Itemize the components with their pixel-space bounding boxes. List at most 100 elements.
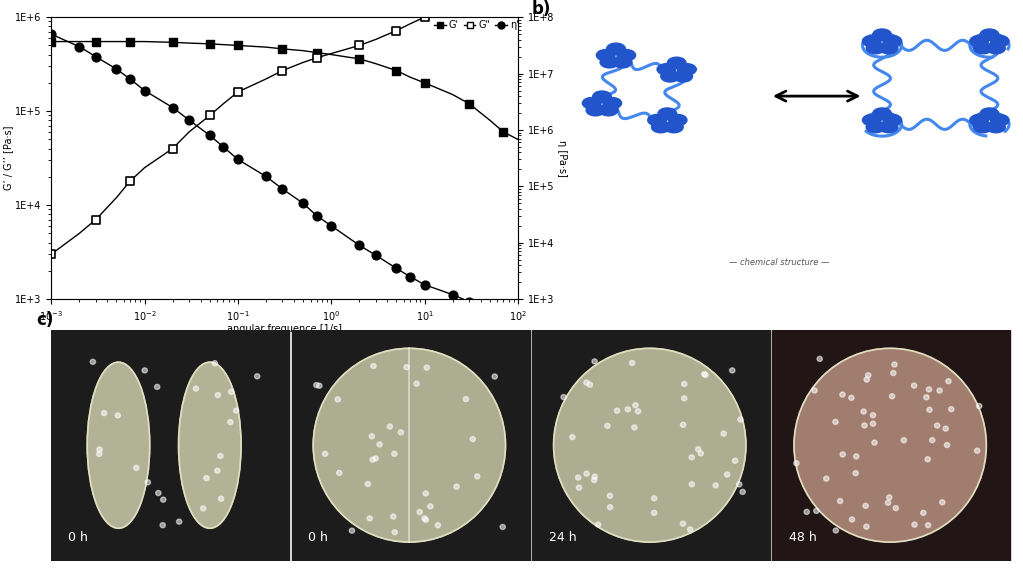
Circle shape: [974, 121, 992, 133]
Point: [88, 215, 104, 224]
Circle shape: [674, 71, 693, 82]
Point: [136, 86, 152, 95]
Circle shape: [724, 472, 729, 477]
Point: [351, 54, 367, 63]
Circle shape: [608, 505, 613, 510]
Circle shape: [892, 362, 897, 367]
Circle shape: [980, 29, 998, 40]
Circle shape: [901, 438, 906, 443]
Circle shape: [794, 460, 799, 466]
Circle shape: [667, 57, 686, 69]
Point: [309, 48, 325, 57]
Circle shape: [228, 389, 234, 394]
Point: [416, 13, 433, 22]
Circle shape: [930, 438, 935, 443]
Point: [88, 52, 104, 61]
Circle shape: [927, 387, 932, 392]
Point: [461, 99, 478, 108]
Circle shape: [177, 519, 182, 524]
Circle shape: [812, 388, 817, 393]
Y-axis label: G’ / G’’ [Pa·s]: G’ / G’’ [Pa·s]: [3, 126, 13, 190]
Circle shape: [925, 456, 930, 462]
Circle shape: [570, 435, 575, 440]
Circle shape: [980, 108, 998, 119]
Circle shape: [668, 114, 686, 126]
Circle shape: [681, 382, 686, 387]
Circle shape: [398, 430, 404, 435]
Circle shape: [391, 514, 396, 519]
Bar: [532, 330, 770, 561]
Circle shape: [215, 468, 220, 473]
Circle shape: [613, 57, 632, 68]
Text: 0 h: 0 h: [308, 531, 328, 545]
Circle shape: [891, 371, 896, 376]
Circle shape: [665, 121, 683, 133]
Circle shape: [615, 408, 620, 413]
Circle shape: [865, 373, 871, 378]
Circle shape: [367, 516, 372, 521]
Text: 0 h: 0 h: [68, 531, 88, 545]
Circle shape: [90, 359, 95, 364]
Circle shape: [703, 372, 708, 378]
Point: [351, 41, 367, 50]
Circle shape: [145, 480, 150, 485]
Circle shape: [635, 409, 640, 414]
Circle shape: [840, 392, 845, 397]
Circle shape: [219, 496, 224, 501]
Point: [165, 38, 181, 47]
Point: [274, 66, 291, 75]
Point: [165, 103, 181, 112]
Point: [509, 317, 526, 326]
Circle shape: [428, 504, 433, 509]
Circle shape: [101, 411, 106, 416]
Circle shape: [732, 458, 738, 463]
Circle shape: [599, 105, 618, 116]
Y-axis label: η [Pa·s]: η [Pa·s]: [557, 140, 567, 177]
Circle shape: [435, 523, 441, 528]
Circle shape: [696, 447, 701, 452]
Circle shape: [970, 35, 988, 47]
Circle shape: [97, 447, 102, 452]
Circle shape: [924, 395, 929, 400]
Ellipse shape: [179, 362, 241, 529]
Circle shape: [370, 457, 375, 462]
Circle shape: [218, 454, 223, 459]
Circle shape: [911, 522, 918, 527]
Circle shape: [629, 360, 634, 366]
Circle shape: [492, 374, 497, 379]
Point: [389, 264, 405, 273]
Circle shape: [373, 456, 379, 461]
Point: [88, 37, 104, 46]
Circle shape: [883, 35, 901, 47]
Circle shape: [702, 372, 707, 377]
Circle shape: [680, 521, 685, 526]
Circle shape: [943, 426, 948, 431]
Circle shape: [729, 368, 735, 373]
Circle shape: [576, 475, 581, 480]
Point: [258, 172, 274, 181]
Circle shape: [986, 121, 1006, 133]
Circle shape: [134, 466, 139, 470]
Circle shape: [721, 431, 726, 436]
Circle shape: [935, 423, 940, 428]
Circle shape: [939, 500, 945, 505]
Point: [43, 37, 59, 46]
Circle shape: [927, 407, 932, 412]
Circle shape: [404, 364, 409, 370]
Circle shape: [233, 408, 238, 413]
Point: [230, 155, 247, 164]
Ellipse shape: [313, 348, 505, 542]
Circle shape: [990, 114, 1009, 126]
Circle shape: [840, 452, 845, 457]
Circle shape: [454, 484, 459, 489]
Ellipse shape: [794, 348, 986, 542]
Point: [482, 305, 498, 314]
Circle shape: [603, 97, 622, 109]
Text: b): b): [532, 0, 551, 18]
Circle shape: [500, 525, 505, 530]
Circle shape: [681, 396, 686, 401]
Text: — chemical structure —: — chemical structure —: [729, 259, 830, 267]
Circle shape: [424, 491, 429, 496]
Circle shape: [617, 50, 635, 61]
Circle shape: [215, 392, 221, 398]
